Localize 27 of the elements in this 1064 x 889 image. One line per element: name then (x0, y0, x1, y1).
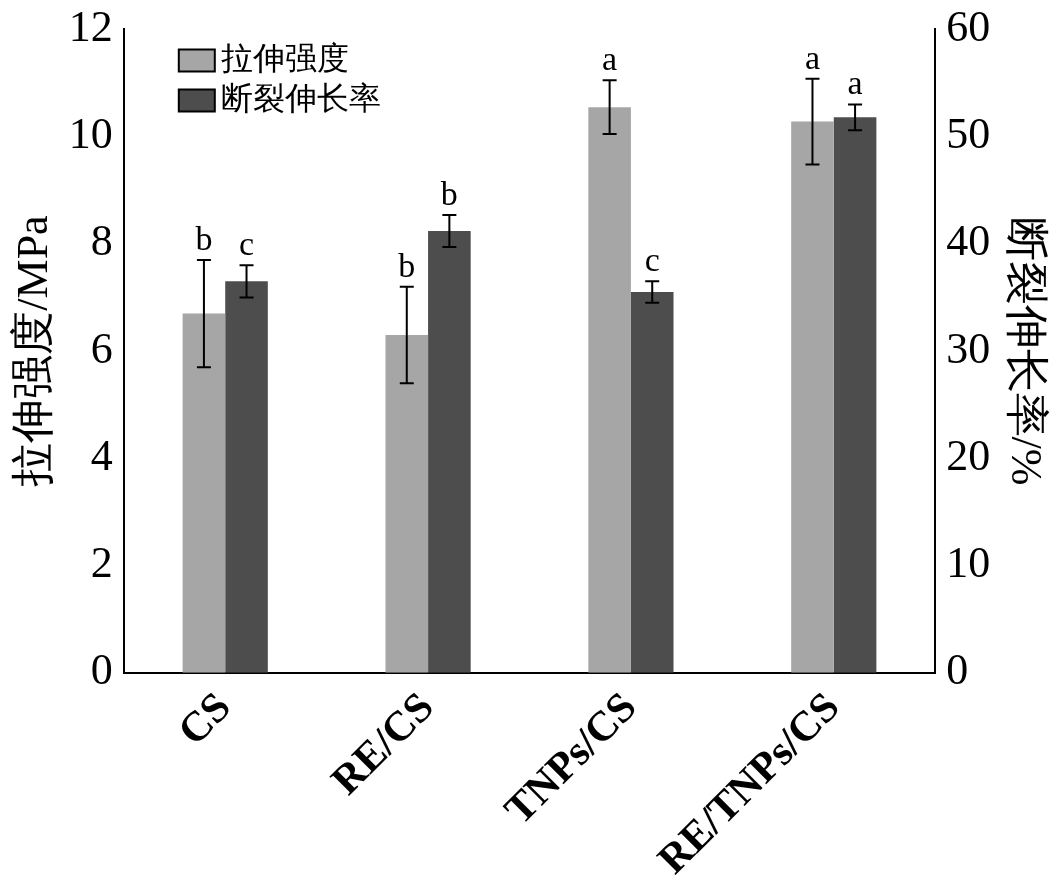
y-tick-label: 8 (90, 216, 113, 266)
legend-label: 断裂伸长率 (220, 79, 381, 116)
y-tick-label: 6 (90, 323, 113, 373)
data-label: a (847, 64, 863, 102)
data-label: b (440, 174, 458, 212)
y2-tick-label: 50 (946, 109, 991, 159)
y2-tick-label: 30 (946, 323, 991, 373)
legend-label: 拉伸强度 (220, 39, 349, 76)
data-label: c (644, 241, 660, 279)
data-label: c (238, 225, 255, 263)
x-tick-label: CS (168, 683, 240, 754)
y-tick-label: 12 (68, 1, 113, 51)
data-label: a (804, 38, 821, 76)
y2-axis-title: 断裂伸长率/% (1002, 216, 1052, 486)
y2-tick-label: 60 (946, 1, 991, 51)
y-tick-label: 2 (90, 538, 113, 588)
data-label: b (195, 219, 213, 257)
data-label: a (602, 40, 618, 78)
y-tick-label: 4 (90, 430, 113, 480)
y2-tick-label: 10 (946, 538, 991, 588)
y2-tick-label: 40 (946, 216, 991, 266)
y-tick-label: 10 (68, 109, 113, 159)
y-axis-title: 拉伸强度/MPa (7, 215, 57, 487)
y-tick-label: 0 (90, 645, 113, 695)
data-label: b (398, 246, 416, 284)
y2-tick-label: 20 (946, 430, 991, 480)
y2-tick-label: 0 (946, 645, 969, 695)
